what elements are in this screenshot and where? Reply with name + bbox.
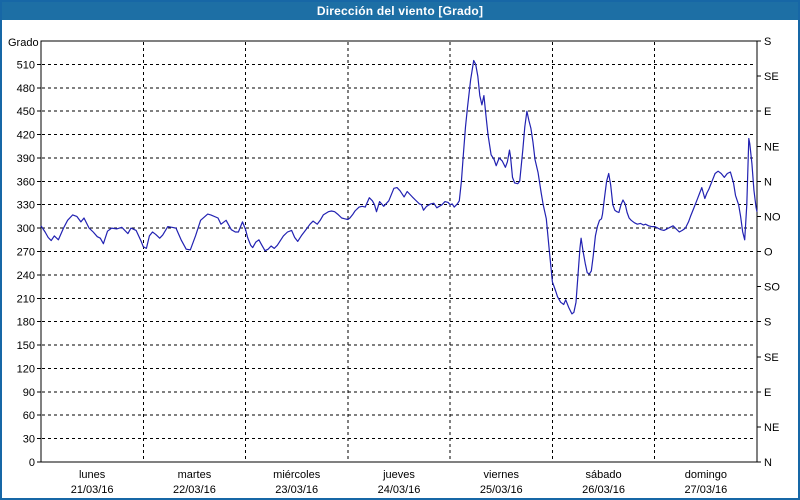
right-tick-label: S [764,36,771,48]
right-tick-label: E [764,387,771,399]
y-tick-label: 450 [17,106,35,118]
x-date-label: 25/03/16 [480,484,523,496]
x-day-label: domingo [685,469,727,481]
right-tick-label: O [764,247,773,259]
x-date-label: 21/03/16 [71,484,114,496]
y-tick-label: 30 [23,434,35,446]
chart-title: Dirección del viento [Grado] [316,4,484,18]
chart-title-bar: Dirección del viento [Grado] [2,2,798,20]
right-tick-label: NE [764,141,779,153]
right-tick-label: E [764,106,771,118]
right-tick-label: SE [764,71,779,83]
y-tick-label: 90 [23,387,35,399]
right-tick-label: NO [764,211,781,223]
x-date-label: 27/03/16 [684,484,727,496]
y-tick-label: 240 [17,270,35,282]
x-day-label: jueves [382,469,415,481]
y-axis-title: Grado [8,37,39,49]
x-day-label: sábado [586,469,622,481]
y-tick-label: 480 [17,83,35,95]
x-date-label: 26/03/16 [582,484,625,496]
right-tick-label: N [764,457,772,469]
y-tick-label: 330 [17,200,35,212]
x-date-label: 24/03/16 [378,484,421,496]
y-tick-label: 210 [17,293,35,305]
wind-direction-line [40,59,758,315]
x-day-label: martes [178,469,212,481]
x-day-label: viernes [484,469,520,481]
right-tick-label: S [764,317,771,329]
y-tick-label: 300 [17,223,35,235]
y-tick-label: 180 [17,317,35,329]
right-tick-label: SE [764,352,779,364]
y-tick-label: 390 [17,153,35,165]
y-tick-label: 120 [17,363,35,375]
x-day-label: miércoles [273,469,321,481]
y-tick-label: 60 [23,410,35,422]
y-tick-label: 150 [17,340,35,352]
right-tick-label: SO [764,282,780,294]
y-tick-label: 510 [17,59,35,71]
right-tick-label: N [764,176,772,188]
right-tick-label: NE [764,422,779,434]
x-date-label: 22/03/16 [173,484,216,496]
y-tick-label: 420 [17,130,35,142]
x-date-label: 23/03/16 [275,484,318,496]
y-tick-label: 270 [17,247,35,259]
y-tick-label: 360 [17,176,35,188]
x-day-label: lunes [79,469,106,481]
y-tick-label: 0 [29,457,35,469]
